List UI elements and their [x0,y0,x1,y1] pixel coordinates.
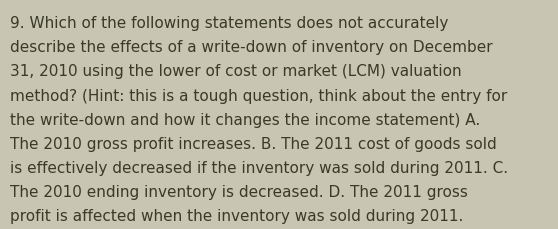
Text: The 2010 ending inventory is decreased. D. The 2011 gross: The 2010 ending inventory is decreased. … [10,184,468,199]
Text: 9. Which of the following statements does not accurately: 9. Which of the following statements doe… [10,16,449,31]
Text: The 2010 gross profit increases. B. The 2011 cost of goods sold: The 2010 gross profit increases. B. The … [10,136,497,151]
Text: is effectively decreased if the inventory was sold during 2011. C.: is effectively decreased if the inventor… [10,160,508,175]
Text: the write-down and how it changes the income statement) A.: the write-down and how it changes the in… [10,112,480,127]
Text: profit is affected when the inventory was sold during 2011.: profit is affected when the inventory wa… [10,208,463,223]
Text: 31, 2010 using the lower of cost or market (LCM) valuation: 31, 2010 using the lower of cost or mark… [10,64,461,79]
Text: method? (Hint: this is a tough question, think about the entry for: method? (Hint: this is a tough question,… [10,88,507,103]
Text: describe the effects of a write-down of inventory on December: describe the effects of a write-down of … [10,40,493,55]
